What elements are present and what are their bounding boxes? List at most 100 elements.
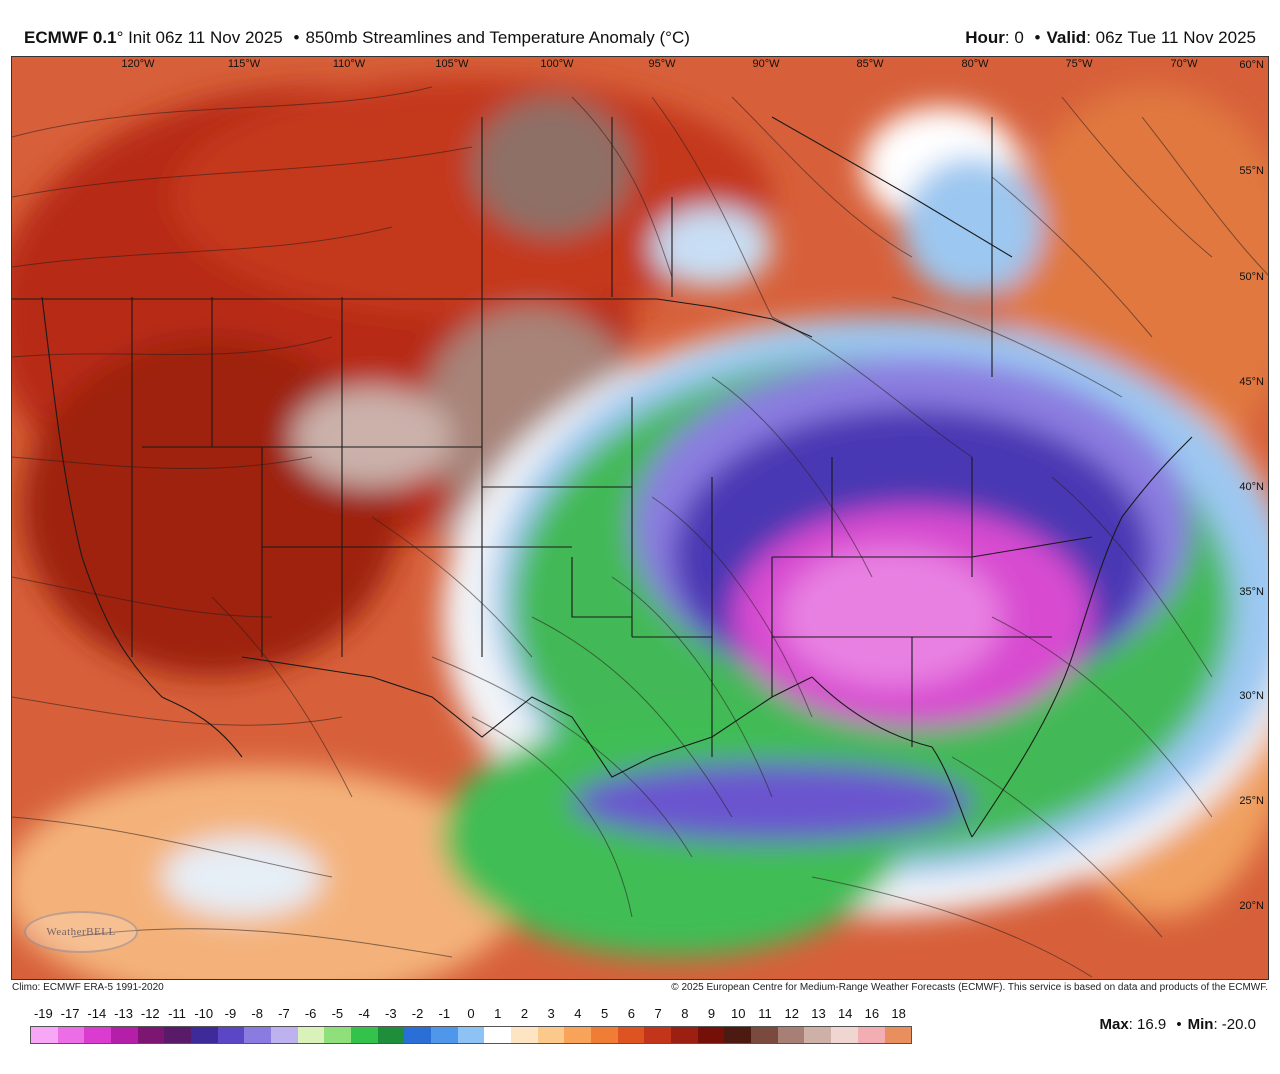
legend-swatch [617,1027,645,1043]
max-label: Max [1099,1016,1129,1033]
bullet-separator: • [1034,28,1041,47]
legend-tick-label: 16 [864,1006,880,1021]
longitude-label: 120°W [121,58,155,70]
legend-tick-label: -8 [251,1006,263,1021]
brown-anomaly-canada [472,97,632,237]
legend-swatch [751,1027,778,1043]
legend-swatch [164,1027,192,1043]
bullet-separator: • [1176,1016,1182,1033]
legend-swatch [84,1027,112,1043]
legend-tick-label: -9 [224,1006,237,1021]
latitude-label: 30°N [1239,690,1264,702]
legend-tick-label: 8 [681,1006,689,1021]
color-legend: -19 -17 -14 -13 -12 -11 -10 -9 -8 -7 -6 -5 -4 -3 -2 -1 0… [30,1006,912,1044]
legend-tick-label: -11 [168,1006,186,1021]
legend-swatch [404,1027,432,1043]
legend-swatch [857,1027,885,1043]
map-header: ECMWF 0.1° Init 06z 11 Nov 2025 • 850mb S… [24,28,1256,52]
legend-swatch [564,1027,592,1043]
legend-tick-label: -5 [331,1006,344,1021]
valid-time: Hour: 0 • Valid: 06z Tue 11 Nov 2025 [965,28,1256,48]
legend-swatch [724,1027,752,1043]
legend-swatch [191,1027,218,1043]
legend-tick-label: 18 [891,1006,906,1021]
temperature-anomaly-map: 120°W 115°W 110°W 105°W 100°W 95°W 90°W … [11,56,1269,980]
legend-tick-label: 2 [520,1006,529,1021]
legend-tick-label: 14 [837,1006,853,1021]
legend-swatch [484,1027,512,1043]
legend-tick-label: -6 [304,1006,317,1021]
legend-tick-label: -7 [278,1006,290,1021]
max-value: : 16.9 [1128,1016,1167,1033]
cold-band-gulf [572,762,972,842]
latitude-label: 55°N [1239,165,1264,177]
longitude-label: 80°W [961,58,989,70]
copyright-caption: © 2025 European Centre for Medium-Range … [671,982,1268,993]
longitude-label: 110°W [332,58,366,70]
watermark-text: WeatherBELL [46,926,116,938]
legend-tick-label: -10 [194,1006,214,1021]
max-min-stats: Max: 16.9 • Min: -20.0 [1099,1016,1256,1033]
hour-label: Hour [965,28,1005,47]
min-value: : -20.0 [1213,1016,1256,1033]
legend-swatch [697,1027,725,1043]
climo-caption: Climo: ECMWF ERA-5 1991-2020 [12,982,164,993]
legend-tick-label: 9 [707,1006,716,1021]
legend-tick-label: 13 [811,1006,826,1021]
longitude-label: 70°W [1170,58,1198,70]
latitude-label: 50°N [1239,271,1264,283]
legend-swatch [777,1027,805,1043]
legend-tick-label: 12 [784,1006,799,1021]
legend-swatch [511,1027,538,1043]
legend-swatch [137,1027,165,1043]
longitude-label: 115°W [227,58,261,70]
legend-tick-label: 11 [758,1006,772,1021]
map-graphic [12,57,1268,979]
legend-swatch [644,1027,672,1043]
legend-tick-label: -3 [385,1006,397,1021]
weatherbell-logo: WeatherBELL [24,911,138,953]
legend-swatch [244,1027,272,1043]
legend-tick-label: 3 [547,1006,555,1021]
legend-swatch [57,1027,85,1043]
legend-tick-label: -14 [87,1006,107,1021]
model-name: ECMWF 0.1 [24,28,117,47]
latitude-label: 45°N [1239,376,1264,388]
legend-tick-label: 5 [601,1006,609,1021]
legend-tick-label: -12 [140,1006,160,1021]
legend-swatch [804,1027,832,1043]
legend-swatch [324,1027,352,1043]
political-boundaries [12,116,1193,838]
legend-tick-label: 0 [467,1006,475,1021]
legend-swatch [377,1027,405,1043]
latitude-label: 25°N [1239,795,1264,807]
latitude-label: 60°N [1239,59,1264,71]
hour-value: : 0 [1004,28,1024,47]
longitude-label: 75°W [1065,58,1093,70]
legend-tick-label: 7 [654,1006,662,1021]
legend-tick-label: 6 [627,1006,635,1021]
legend-color-bar [30,1026,912,1044]
legend-swatch [271,1027,298,1043]
legend-tick-label: 4 [574,1006,582,1021]
legend-swatch [297,1027,325,1043]
valid-label: Valid [1046,28,1087,47]
legend-swatch [351,1027,378,1043]
valid-value: : 06z Tue 11 Nov 2025 [1086,28,1256,47]
legend-tick-label: -1 [438,1006,451,1021]
legend-tick-label: -4 [358,1006,370,1021]
legend-swatch [831,1027,858,1043]
longitude-label: 90°W [752,58,780,70]
init-time: ° Init 06z 11 Nov 2025 [116,28,283,47]
legend-swatch [671,1027,698,1043]
longitude-label: 105°W [435,58,469,70]
legend-tick-label: -13 [114,1006,133,1021]
legend-swatch [31,1027,58,1043]
legend-tick-label: 10 [731,1006,746,1021]
longitude-label: 100°W [540,58,574,70]
legend-swatch [431,1027,458,1043]
legend-swatch [591,1027,618,1043]
legend-tick-label: 1 [494,1006,502,1021]
legend-tick-label: -19 [33,1006,53,1021]
title: ECMWF 0.1° Init 06z 11 Nov 2025 • 850mb S… [24,28,690,48]
